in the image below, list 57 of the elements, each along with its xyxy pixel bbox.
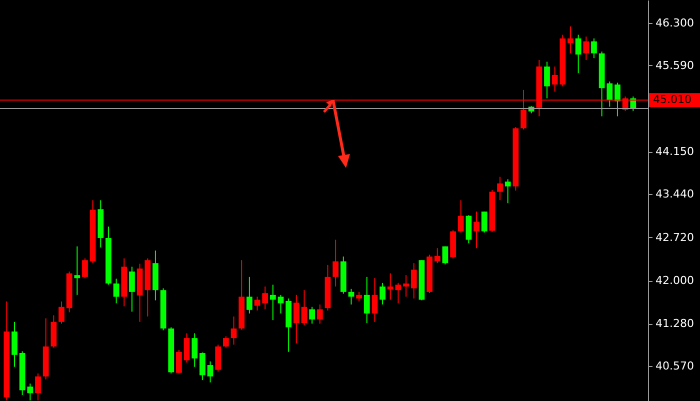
candlestick bbox=[192, 332, 198, 368]
candlestick bbox=[12, 321, 18, 368]
candlestick bbox=[309, 306, 316, 324]
candlestick bbox=[222, 336, 229, 348]
candlestick bbox=[458, 200, 464, 234]
candlestick bbox=[434, 248, 440, 264]
candlestick bbox=[356, 291, 362, 302]
candlestick bbox=[254, 296, 260, 311]
candlestick bbox=[387, 272, 394, 300]
candlestick bbox=[176, 350, 182, 374]
candlestick bbox=[481, 211, 488, 234]
y-tick-label: 40.570 bbox=[656, 360, 694, 373]
candlestick bbox=[504, 178, 511, 204]
candlestick bbox=[606, 81, 613, 108]
candlestick bbox=[410, 262, 417, 299]
candlestick bbox=[442, 246, 448, 265]
candlestick bbox=[544, 61, 550, 99]
candlestick bbox=[82, 258, 88, 279]
y-tick-label: 45.590 bbox=[656, 58, 694, 72]
candlestick bbox=[614, 82, 620, 117]
candlestick bbox=[262, 286, 268, 310]
candlestick bbox=[215, 344, 222, 372]
candlestick bbox=[200, 352, 206, 381]
candlestick bbox=[575, 34, 582, 74]
candlestick bbox=[129, 266, 135, 312]
candlestick bbox=[568, 26, 574, 54]
candlestick bbox=[591, 38, 597, 59]
y-tick-label: 41.280 bbox=[656, 317, 694, 330]
candlestick bbox=[474, 211, 480, 249]
candlestick bbox=[497, 176, 503, 201]
candlestick bbox=[74, 246, 80, 296]
candlestick bbox=[466, 214, 472, 244]
candlestick bbox=[395, 282, 402, 304]
candlestick bbox=[113, 278, 120, 304]
candlestick bbox=[230, 316, 237, 346]
candlestick bbox=[372, 278, 378, 322]
candlestick bbox=[184, 332, 190, 364]
y-tick-label: 43.440 bbox=[656, 188, 694, 201]
candlestick bbox=[58, 301, 64, 324]
candlestick bbox=[403, 274, 409, 298]
candlestick bbox=[35, 372, 41, 401]
candlestick bbox=[364, 276, 370, 324]
y-tick-label: 46.300 bbox=[656, 16, 694, 30]
candlestick bbox=[316, 304, 323, 324]
y-tick-label: 42.000 bbox=[656, 274, 694, 288]
candlestick bbox=[301, 290, 308, 326]
candlestick bbox=[278, 294, 284, 314]
candlestick bbox=[332, 239, 338, 288]
candlestick bbox=[380, 282, 386, 305]
candlestick bbox=[293, 294, 300, 344]
candlestick bbox=[583, 36, 590, 60]
y-tick-label: 44.150 bbox=[656, 145, 694, 158]
candlestick bbox=[246, 276, 252, 314]
y-tick-label: 42.720 bbox=[656, 230, 694, 244]
candlestick bbox=[270, 284, 276, 321]
ref-line-label: 45.010 bbox=[653, 93, 692, 106]
candlestick bbox=[207, 360, 214, 383]
